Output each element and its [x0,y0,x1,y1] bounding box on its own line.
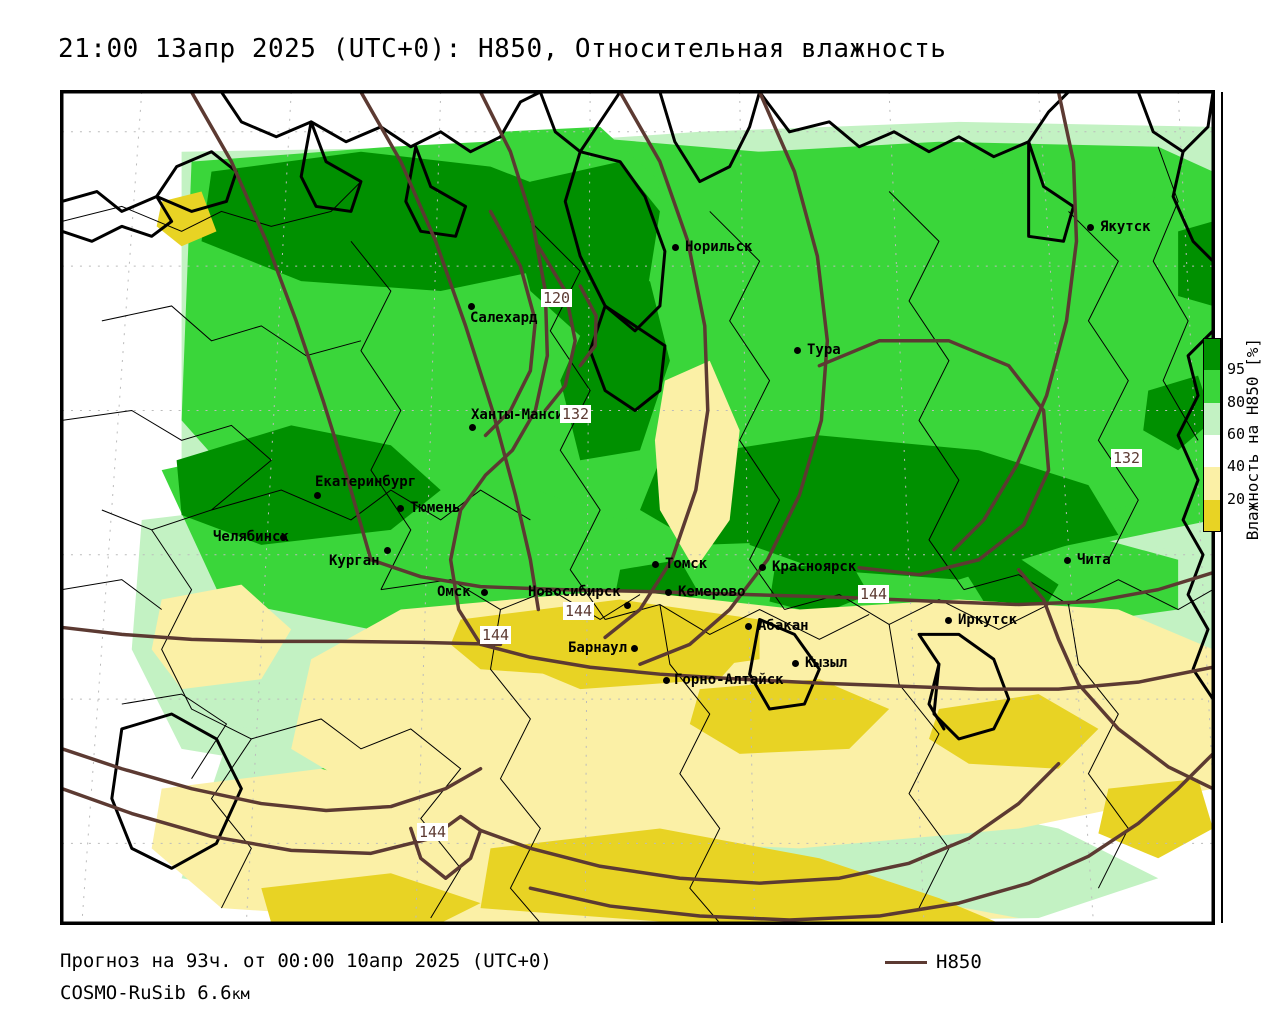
legend-tick-label: 40 [1227,457,1246,476]
contour-legend-label: H850 [936,951,982,973]
legend-tick-label: 80 [1227,392,1246,411]
contour-line-swatch [885,960,927,964]
city-label: Горно-Алтайск [674,672,784,688]
contour-value-label: 120 [541,289,573,307]
legend-band [1203,370,1221,403]
city-marker [672,244,679,251]
city-marker [759,564,766,571]
city-marker [794,347,801,354]
graticule [62,92,1213,923]
contour-legend-key: H850 [885,951,982,973]
city-marker [1064,557,1071,564]
city-marker [314,492,321,499]
legend-band [1203,435,1221,468]
legend-tick-label: 20 [1227,489,1246,508]
contour-value-label: 144 [417,823,449,841]
city-marker [745,623,752,630]
humidity-shading-layer [131,121,1213,923]
contour-value-label: 144 [858,585,890,603]
coastlines [62,92,1213,870]
city-marker [384,547,391,554]
contour-value-label: 144 [563,602,595,620]
city-marker [631,645,638,652]
city-label: Абакан [758,618,809,634]
city-marker [663,677,670,684]
city-marker [624,602,631,609]
contour-lines [62,92,1213,922]
legend-bar-outline [1203,338,1221,532]
city-label: Ханты-Мансийск [471,407,590,423]
city-label: Тура [807,342,841,358]
contour-value-label: 144 [480,626,512,644]
city-label: Красноярск [772,559,857,575]
city-marker [665,589,672,596]
city-marker [481,589,488,596]
city-label: Чита [1077,552,1111,568]
city-label: Томск [665,556,708,572]
city-label: Иркутск [958,612,1018,628]
city-marker [397,505,404,512]
city-marker [280,534,287,541]
region-borders [62,146,1213,923]
city-label: Екатеринбург [315,474,417,490]
legend-band [1203,338,1221,371]
city-label: Кызыл [805,655,848,671]
page-title: 21:00 13апр 2025 (UTC+0): H850, Относите… [58,34,947,64]
legend-band [1203,467,1221,500]
legend-tick-label: 60 [1227,425,1246,443]
city-marker [1087,224,1094,231]
legend-tick-label: 95 [1227,360,1246,379]
model-info: COSMO-RuSib 6.6км [60,982,250,1004]
city-label: Курган [329,553,380,569]
map-graphic [62,92,1213,923]
legend-color-bar [1203,92,1221,923]
humidity-color-legend: 95 80 60 40 20 [1203,92,1245,923]
legend-title-text: Влажность на H850 [%] [1243,338,1262,541]
city-label: Якутск [1100,219,1151,235]
model-name: COSMO-RuSib [60,982,186,1004]
city-label: Барнаул [568,640,628,656]
city-label: Новосибирск [528,584,621,600]
legend-band [1203,499,1221,532]
contour-value-label: 132 [560,405,592,423]
contour-value-label: 132 [1111,449,1143,467]
legend-axis [1221,92,1223,923]
city-label: Тюмень [410,500,461,516]
model-resolution: 6.6 [197,982,232,1004]
city-marker [792,660,799,667]
city-marker [468,303,475,310]
legend-band [1203,402,1221,435]
legend-title: Влажность на H850 [%] [1243,338,1262,540]
forecast-info: Прогноз на 93ч. от 00:00 10апр 2025 (UTC… [60,950,552,972]
city-label: Кемерово [678,584,746,600]
city-label: Челябинск [213,529,289,545]
city-label: Норильск [685,239,753,255]
model-resolution-unit: км [231,985,250,1003]
city-label: Омск [437,584,471,600]
city-marker [652,561,659,568]
city-label: Салехард [470,310,538,326]
city-marker [469,424,476,431]
city-marker [945,617,952,624]
map-canvas[interactable] [60,90,1215,925]
